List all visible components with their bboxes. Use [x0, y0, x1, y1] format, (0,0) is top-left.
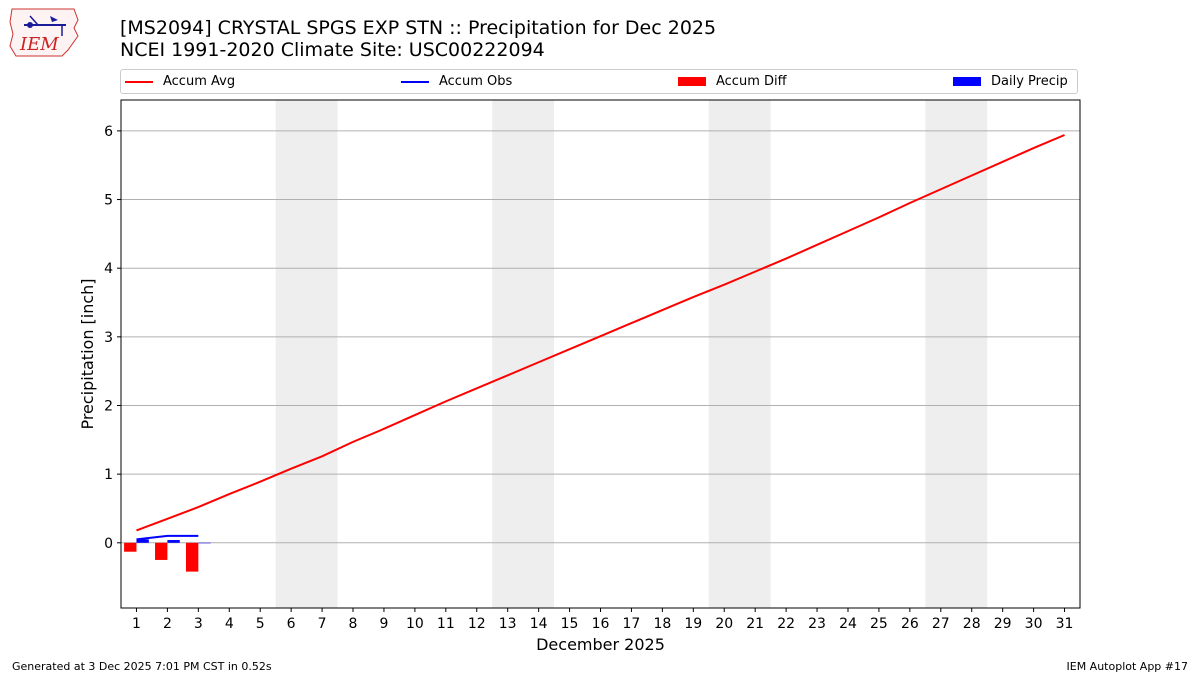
- accum-diff-bar-2: [155, 542, 168, 560]
- x-tick-label-3: 3: [194, 616, 203, 632]
- accum-diff-bar-3: [185, 542, 199, 572]
- x-tick-label-16: 16: [592, 616, 610, 632]
- x-tick-label-11: 11: [437, 616, 455, 632]
- chart-title: [MS2094] CRYSTAL SPGS EXP STN :: Precipi…: [120, 17, 717, 39]
- y-tick-label-2: 2: [104, 398, 113, 414]
- y-tick-label-6: 6: [104, 124, 113, 140]
- x-tick-label-8: 8: [349, 616, 358, 632]
- legend-swatch-daily-precip: [953, 77, 981, 86]
- x-tick-label-26: 26: [901, 616, 919, 632]
- x-tick-label-15: 15: [561, 616, 579, 632]
- weekend-shade-0: [275, 100, 338, 608]
- weekend-shade-3: [925, 100, 988, 608]
- y-axis-label: Precipitation [inch]: [78, 278, 97, 429]
- x-tick-label-30: 30: [1025, 616, 1043, 632]
- x-tick-label-17: 17: [623, 616, 641, 632]
- x-tick-label-22: 22: [777, 616, 795, 632]
- legend-label-accum-diff: Accum Diff: [716, 74, 787, 89]
- chart-subtitle: NCEI 1991-2020 Climate Site: USC00222094: [120, 39, 545, 61]
- x-tick-label-27: 27: [932, 616, 950, 632]
- x-tick-label-13: 13: [499, 616, 517, 632]
- chart-legend: Accum Avg Accum Obs Accum Diff Daily Pre…: [120, 69, 1078, 94]
- y-tick-label-3: 3: [104, 330, 113, 346]
- legend-swatch-accum-obs: [401, 80, 429, 83]
- logo-text: IEM: [19, 34, 59, 55]
- x-tick-label-10: 10: [406, 616, 424, 632]
- x-tick-label-18: 18: [653, 616, 671, 632]
- x-axis-label: December 2025: [536, 635, 665, 654]
- accum-avg-line: [136, 134, 1065, 532]
- x-tick-label-29: 29: [994, 616, 1012, 632]
- x-tick-label-7: 7: [318, 616, 327, 632]
- legend-label-accum-avg: Accum Avg: [163, 74, 236, 89]
- x-tick-label-4: 4: [225, 616, 234, 632]
- y-tick-label-1: 1: [104, 467, 113, 483]
- x-tick-label-19: 19: [684, 616, 702, 632]
- x-tick-label-23: 23: [808, 616, 826, 632]
- legend-item-accum-diff: Accum Diff: [678, 74, 787, 90]
- legend-item-accum-avg: Accum Avg: [125, 74, 235, 90]
- y-tick-label-5: 5: [104, 193, 113, 209]
- x-tick-label-14: 14: [530, 616, 548, 632]
- x-tick-label-12: 12: [468, 616, 486, 632]
- accum-obs-line: [136, 534, 199, 541]
- y-tick-label-4: 4: [104, 261, 113, 277]
- plot-frame: [120, 99, 1081, 609]
- x-tick-label-28: 28: [963, 616, 981, 632]
- legend-item-daily-precip: Daily Precip: [953, 74, 1068, 90]
- daily-precip-bar-3: [198, 542, 211, 544]
- iem-logo-graphic: IEM: [9, 8, 79, 57]
- x-tick-label-5: 5: [256, 616, 265, 632]
- x-tick-label-20: 20: [715, 616, 733, 632]
- x-tick-label-24: 24: [839, 616, 857, 632]
- iem-logo: IEM: [8, 6, 82, 64]
- x-tick-label-6: 6: [287, 616, 296, 632]
- x-tick-label-2: 2: [163, 616, 172, 632]
- weekend-shade-1: [492, 100, 555, 608]
- legend-label-accum-obs: Accum Obs: [439, 74, 513, 89]
- daily-precip-bar-1: [136, 539, 149, 543]
- app-footer: IEM Autoplot App #17: [1066, 660, 1189, 673]
- x-tick-label-1: 1: [132, 616, 141, 632]
- daily-precip-bar-2: [167, 540, 180, 543]
- y-tick-label-0: 0: [104, 536, 113, 552]
- legend-swatch-accum-avg: [125, 80, 153, 83]
- legend-item-accum-obs: Accum Obs: [401, 74, 512, 90]
- accum-diff-bar-1: [124, 542, 137, 552]
- weekend-shade-2: [708, 100, 771, 608]
- generated-footer: Generated at 3 Dec 2025 7:01 PM CST in 0…: [12, 660, 272, 673]
- x-tick-label-31: 31: [1056, 616, 1074, 632]
- x-tick-label-21: 21: [746, 616, 764, 632]
- legend-swatch-accum-diff: [678, 77, 706, 86]
- legend-label-daily-precip: Daily Precip: [991, 74, 1068, 89]
- x-tick-label-25: 25: [870, 616, 888, 632]
- x-tick-label-9: 9: [379, 616, 388, 632]
